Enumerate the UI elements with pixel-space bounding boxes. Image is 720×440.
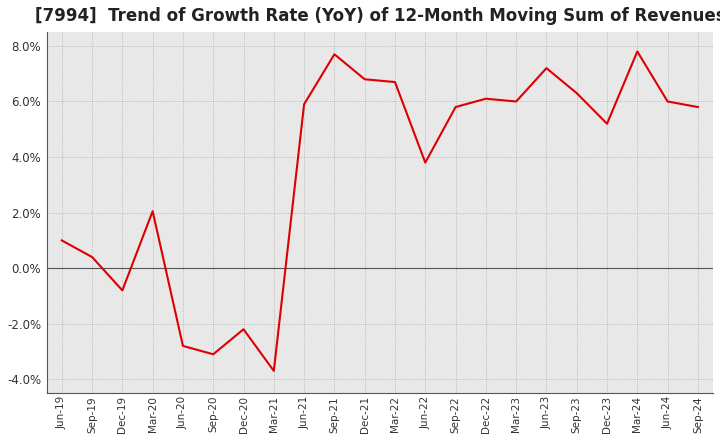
Title: [7994]  Trend of Growth Rate (YoY) of 12-Month Moving Sum of Revenues: [7994] Trend of Growth Rate (YoY) of 12-… [35, 7, 720, 25]
